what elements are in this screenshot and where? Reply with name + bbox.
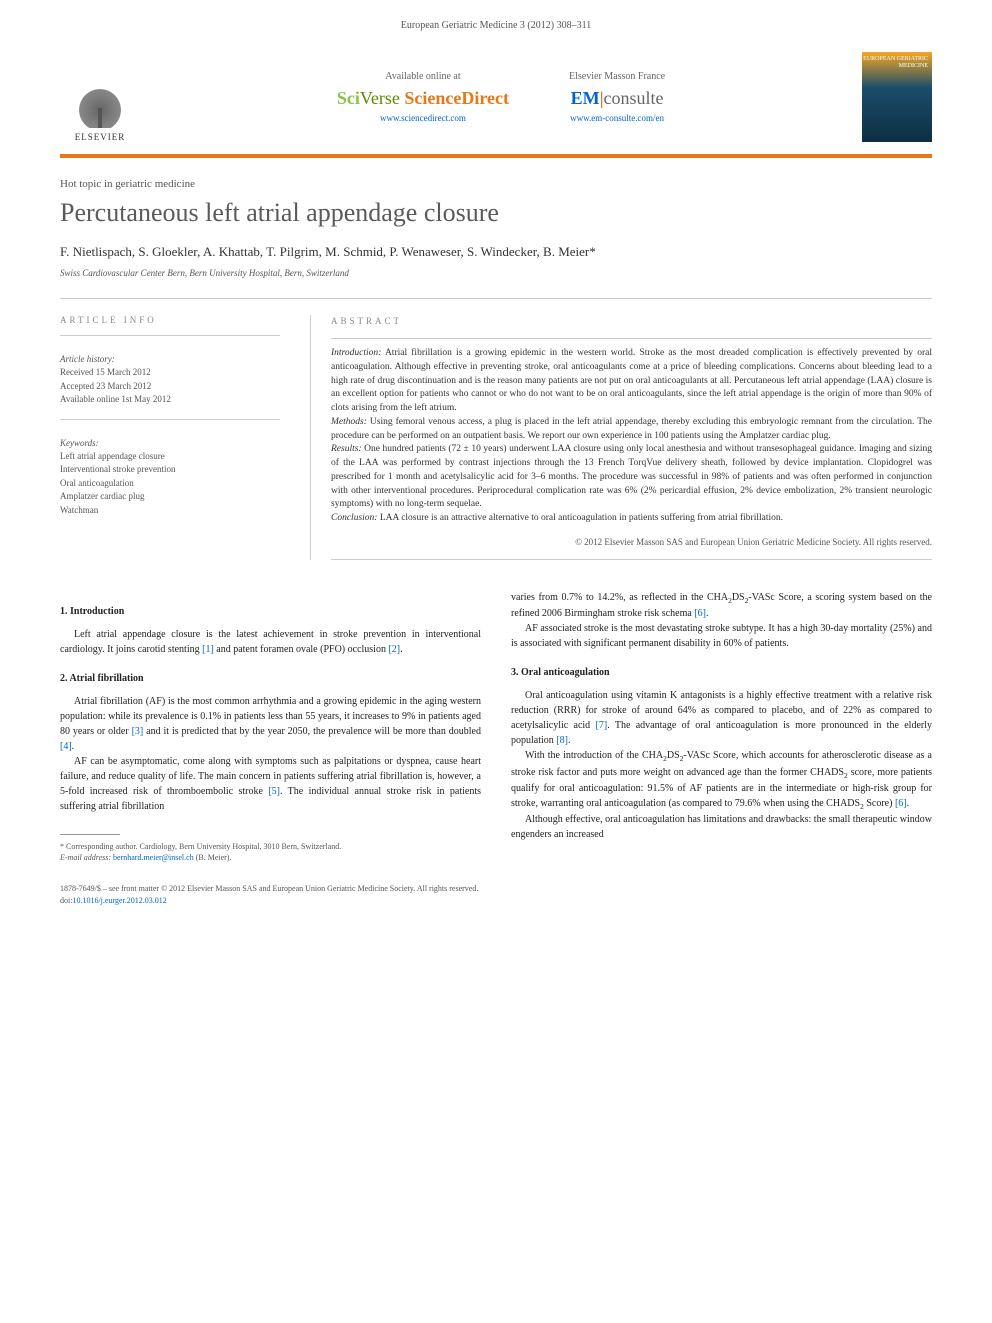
body-paragraph: AF associated stroke is the most devasta… [511, 621, 932, 651]
emconsulte-url[interactable]: www.em-consulte.com/en [569, 113, 665, 123]
citation-link[interactable]: [1] [202, 644, 214, 655]
citation-link[interactable]: [3] [132, 726, 144, 737]
online-date: Available online 1st May 2012 [60, 393, 280, 407]
abstract-methods-label: Methods: [331, 417, 367, 427]
email-link[interactable]: bernhard.meier@insel.ch [113, 853, 194, 862]
body-right-column: varies from 0.7% to 14.2%, as reflected … [511, 590, 932, 863]
doi-link[interactable]: 10.1016/j.eurger.2012.03.012 [72, 896, 166, 905]
abstract-results-label: Results: [331, 444, 362, 454]
front-matter-line: 1878-7649/$ – see front matter © 2012 El… [60, 883, 932, 905]
article-info-column: ARTICLE INFO Article history: Received 1… [60, 315, 280, 560]
email-footnote: E-mail address: bernhard.meier@insel.ch … [60, 852, 481, 863]
keyword: Left atrial appendage closure [60, 450, 280, 464]
abstract-heading: ABSTRACT [331, 315, 932, 328]
abstract-intro-label: Introduction: [331, 348, 381, 358]
keyword: Oral anticoagulation [60, 477, 280, 491]
abstract-intro: Atrial fibrillation is a growing epidemi… [331, 348, 932, 413]
keyword: Watchman [60, 504, 280, 518]
citation-link[interactable]: [6] [694, 608, 706, 619]
info-heading: ARTICLE INFO [60, 315, 280, 325]
citation-link[interactable]: [5] [268, 786, 280, 797]
header-bar: ELSEVIER Available online at SciVerse Sc… [60, 40, 932, 158]
elsevier-tree-icon [70, 68, 130, 128]
body-paragraph: With the introduction of the CHA2DS2-VAS… [511, 748, 932, 812]
section-1-heading: 1. Introduction [60, 604, 481, 619]
elsevier-text: ELSEVIER [75, 132, 126, 142]
history-label: Article history: [60, 354, 280, 364]
body-paragraph: Atrial fibrillation (AF) is the most com… [60, 694, 481, 754]
received-date: Received 15 March 2012 [60, 366, 280, 380]
article-title: Percutaneous left atrial appendage closu… [60, 198, 932, 228]
body-paragraph: Although effective, oral anticoagulation… [511, 812, 932, 842]
section-2-heading: 2. Atrial fibrillation [60, 671, 481, 686]
body-paragraph: Left atrial appendage closure is the lat… [60, 627, 481, 657]
keyword: Interventional stroke prevention [60, 463, 280, 477]
section-3-heading: 3. Oral anticoagulation [511, 665, 932, 680]
sciencedirect-logo: SciVerse ScienceDirect [337, 88, 509, 109]
emconsulte-block: Elsevier Masson France EM|consulte www.e… [569, 71, 665, 123]
citation-link[interactable]: [6] [895, 798, 907, 809]
sciencedirect-url[interactable]: www.sciencedirect.com [337, 113, 509, 123]
citation-link[interactable]: [7] [596, 720, 608, 731]
body-paragraph: Oral anticoagulation using vitamin K ant… [511, 688, 932, 748]
sciencedirect-block: Available online at SciVerse ScienceDire… [337, 71, 509, 123]
keywords-label: Keywords: [60, 438, 280, 448]
corresponding-author-footnote: * Corresponding author. Cardiology, Bern… [60, 841, 481, 852]
article-type: Hot topic in geriatric medicine [60, 178, 932, 190]
abstract-conclusion-label: Conclusion: [331, 513, 377, 523]
elsevier-logo: ELSEVIER [60, 52, 140, 142]
available-label: Available online at [337, 71, 509, 82]
citation-link[interactable]: [8] [556, 735, 568, 746]
journal-reference: European Geriatric Medicine 3 (2012) 308… [0, 20, 992, 31]
abstract-copyright: © 2012 Elsevier Masson SAS and European … [331, 536, 932, 549]
authors-list: F. Nietlispach, S. Gloekler, A. Khattab,… [60, 244, 932, 260]
abstract-column: ABSTRACT Introduction: Atrial fibrillati… [310, 315, 932, 560]
body-paragraph: AF can be asymptomatic, come along with … [60, 754, 481, 814]
masson-label: Elsevier Masson France [569, 71, 665, 82]
abstract-methods: Using femoral venous access, a plug is p… [331, 417, 932, 441]
abstract-conclusion: LAA closure is an attractive alternative… [377, 513, 783, 523]
abstract-results: One hundred patients (72 ± 10 years) und… [331, 444, 932, 509]
citation-link[interactable]: [2] [388, 644, 400, 655]
journal-cover-thumb: EUROPEAN GERIATRIC MEDICINE [862, 52, 932, 142]
emconsulte-logo: EM|consulte [569, 88, 665, 109]
body-left-column: 1. Introduction Left atrial appendage cl… [60, 590, 481, 863]
body-paragraph: varies from 0.7% to 14.2%, as reflected … [511, 590, 932, 621]
affiliation: Swiss Cardiovascular Center Bern, Bern U… [60, 268, 932, 278]
accepted-date: Accepted 23 March 2012 [60, 380, 280, 394]
keyword: Amplatzer cardiac plug [60, 490, 280, 504]
citation-link[interactable]: [4] [60, 741, 72, 752]
